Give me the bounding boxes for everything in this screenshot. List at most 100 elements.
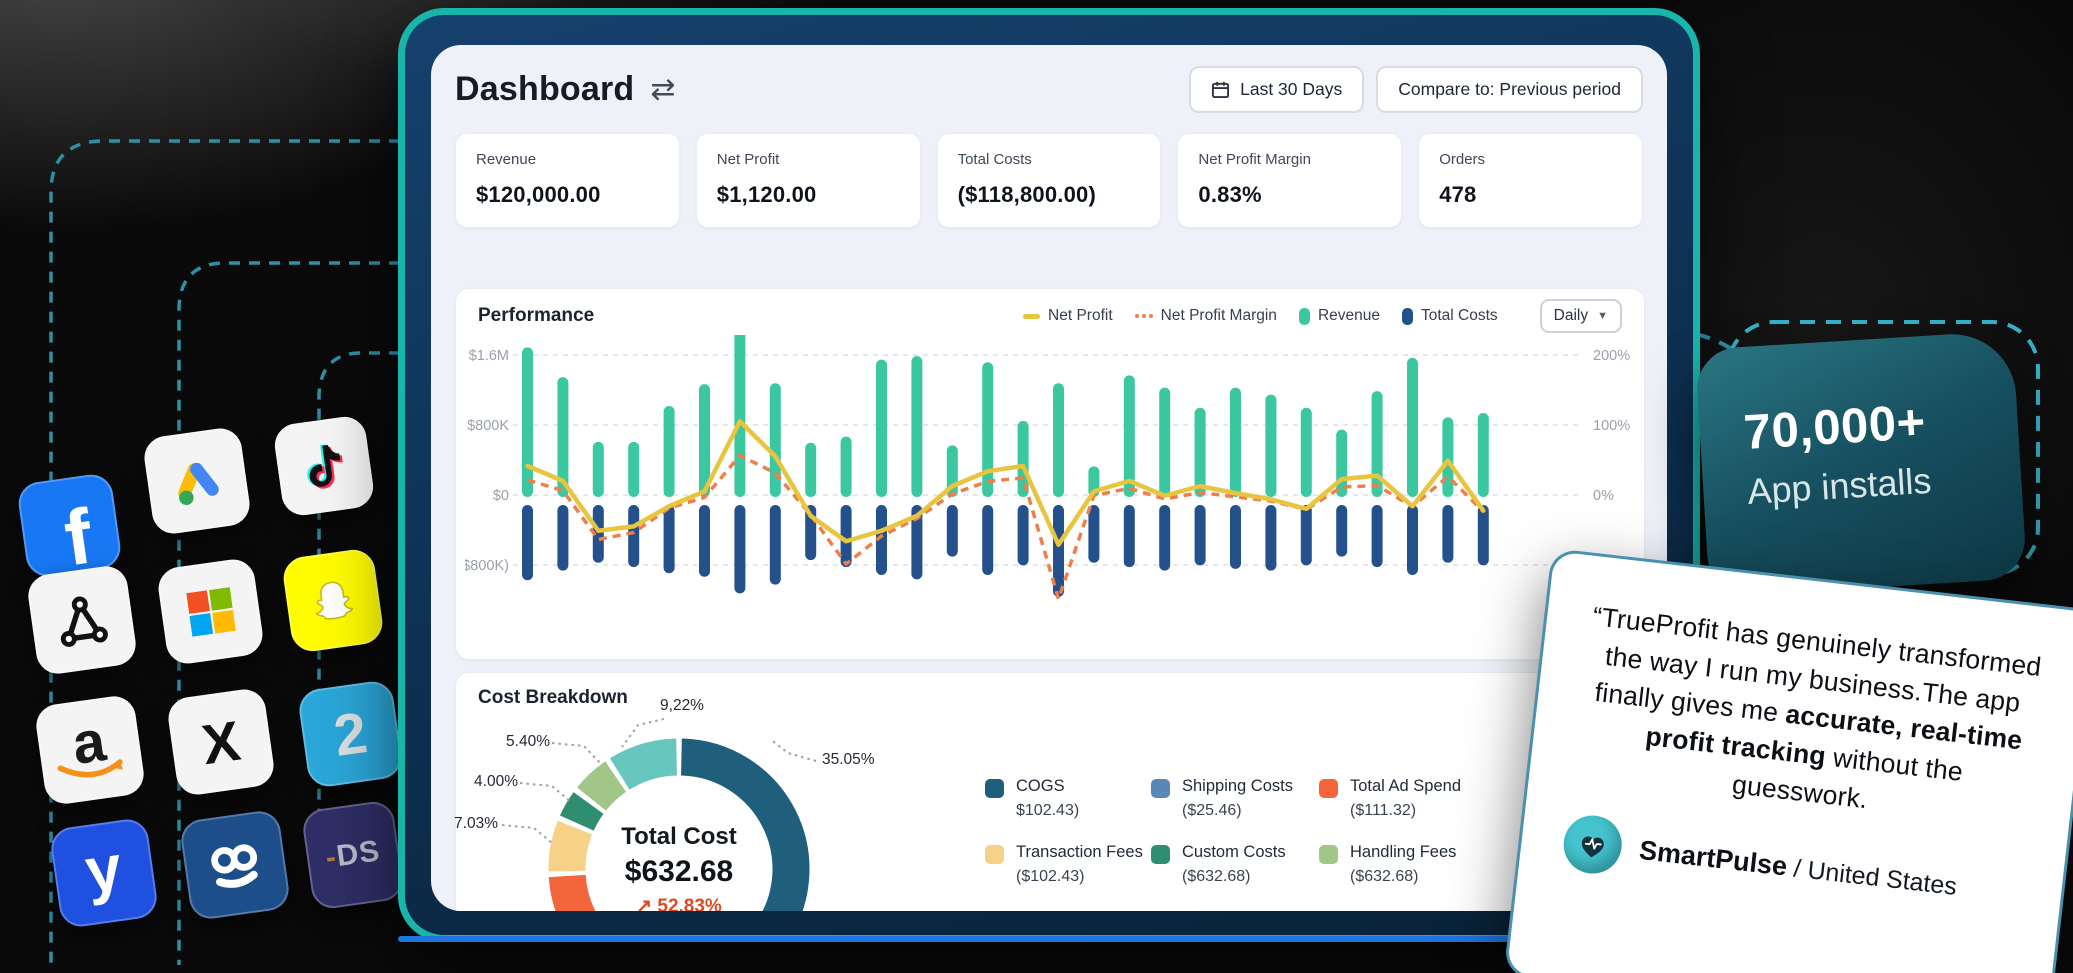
- custom-costs-swatch: [1151, 845, 1170, 864]
- total-costs-marker: [1401, 307, 1413, 325]
- kpi-card-orders: Orders 478: [1418, 133, 1643, 228]
- cost-legend-custom-costs: Custom Costs ($632.68): [1151, 843, 1286, 886]
- amazon-icon: a: [33, 693, 147, 807]
- date-range-button[interactable]: Last 30 Days: [1189, 65, 1365, 113]
- performance-panel: Performance Net Profit Net Profit Margin: [455, 288, 1645, 660]
- swap-icon[interactable]: ⇄: [650, 72, 676, 106]
- google-ads-glyph: [178, 462, 219, 506]
- cost-legend-shipping: Shipping Costs ($25.46): [1151, 777, 1293, 820]
- donut-center: Total Cost $632.68 ↗ 52.83%: [579, 823, 779, 911]
- x-twitter-icon: X: [165, 686, 277, 798]
- compare-label: Compare to: Previous period: [1398, 78, 1621, 99]
- amazon-smile-glyph: [57, 759, 124, 778]
- facebook-f-glyph: f: [59, 491, 98, 580]
- kpi-card-net-profit-margin: Net Profit Margin 0.83%: [1177, 133, 1403, 228]
- slice-label-400: 4.00%: [474, 773, 518, 790]
- y-app-icon: y: [48, 816, 160, 930]
- performance-legend: Net Profit Net Profit Margin Revenue: [1023, 299, 1622, 333]
- testimonial-card: “TrueProfit has genuinely transformed th…: [1503, 548, 2073, 973]
- snapchat-icon: [280, 547, 386, 654]
- kpi-row: Revenue $120,000.00 Net Profit $1,120.00…: [455, 133, 1643, 228]
- slice-label-540: 5.40%: [506, 733, 550, 750]
- dashboard-window: Dashboard ⇄ Last 30 Days Comp: [398, 8, 1700, 942]
- date-range-label: Last 30 Days: [1240, 78, 1343, 99]
- kpi-card-revenue: Revenue $120,000.00: [455, 133, 680, 228]
- total-cost-value: $632.68: [624, 855, 734, 888]
- chevron-down-icon: ▼: [1597, 310, 1608, 322]
- arrow-up-right-icon: ↗: [636, 896, 653, 911]
- svg-text:200%: 200%: [1593, 348, 1630, 364]
- svg-text:0%: 0%: [1593, 488, 1614, 504]
- compare-button[interactable]: Compare to: Previous period: [1376, 65, 1643, 113]
- author-location: / United States: [1785, 853, 1959, 901]
- total-cost-change: ↗ 52.83%: [579, 895, 779, 911]
- testimonial-quote: “TrueProfit has genuinely transformed th…: [1591, 601, 2043, 814]
- slice-label-922: 9,22%: [660, 697, 704, 714]
- cost-legend-cogs: COGS $102.43): [985, 777, 1079, 820]
- shipping-swatch: [1151, 779, 1170, 798]
- goggles-app-icon: [178, 808, 292, 922]
- interval-select[interactable]: Daily ▼: [1539, 299, 1622, 333]
- y-glyph: y: [80, 830, 127, 908]
- handling-fees-swatch: [1319, 845, 1338, 864]
- app-2-glyph: 2: [329, 699, 371, 769]
- calendar-icon: [1212, 81, 1230, 98]
- app-installs-badge: 70,000+ App installs: [1694, 330, 2028, 598]
- microsoft-icon: [155, 556, 266, 667]
- svg-text:$1.6M: $1.6M: [469, 348, 509, 364]
- slice-label-3505: 35.05%: [822, 751, 875, 768]
- x-glyph: X: [198, 708, 244, 776]
- testimonial-author-row: SmartPulse / United States: [1559, 812, 2025, 922]
- kpi-card-total-costs: Total Costs ($118,800.00): [936, 133, 1162, 228]
- kpi-value: 0.83%: [1198, 182, 1262, 207]
- cost-legend-ad-spend: Total Ad Spend ($111.32): [1319, 777, 1461, 820]
- legend-revenue[interactable]: Revenue: [1298, 307, 1380, 325]
- dsers-icon: -DS: [300, 799, 406, 911]
- transaction-fees-swatch: [985, 845, 1004, 864]
- svg-text:100%: 100%: [1593, 418, 1630, 434]
- kpi-label: Orders: [1439, 151, 1486, 168]
- kpi-value: $120,000.00: [476, 182, 601, 207]
- goggles-glyph: [211, 844, 258, 888]
- avatar: [1560, 812, 1625, 877]
- triangle-nodes-glyph: [60, 596, 108, 647]
- kpi-card-net-profit: Net Profit $1,120.00: [695, 133, 921, 228]
- performance-chart: $1.6M $800K $0 ($800K) 200% 100% 0%: [465, 335, 1630, 601]
- tiktok-icon: [272, 414, 376, 518]
- dsers-glyph: -DS: [323, 834, 383, 875]
- cost-breakdown-title: Cost Breakdown: [478, 687, 628, 708]
- installs-count: 70,000+: [1742, 395, 1928, 461]
- net-profit-marker: [1023, 313, 1041, 319]
- window-bottom-accent: [398, 936, 1700, 942]
- heart-pulse-icon: [1581, 836, 1604, 858]
- svg-text:$0: $0: [493, 488, 509, 504]
- legend-net-profit[interactable]: Net Profit: [1023, 307, 1113, 325]
- legend-total-costs[interactable]: Total Costs: [1401, 307, 1498, 325]
- dashboard-header: Dashboard ⇄ Last 30 Days Comp: [455, 57, 1643, 121]
- kpi-label: Net Profit: [716, 151, 780, 168]
- microsoft-glyph: [185, 586, 236, 637]
- svg-text:$800K: $800K: [467, 418, 509, 434]
- kpi-label: Total Costs: [957, 151, 1032, 168]
- google-ads-icon: [141, 425, 253, 537]
- kpi-label: Net Profit Margin: [1198, 151, 1311, 168]
- triangle-nodes-icon: [25, 563, 139, 677]
- legend-net-profit-margin[interactable]: Net Profit Margin: [1134, 307, 1277, 325]
- author-name: SmartPulse: [1637, 834, 1789, 882]
- facebook-icon: f: [15, 471, 124, 580]
- revenue-marker: [1298, 307, 1310, 325]
- snapchat-ghost-glyph: [315, 581, 354, 620]
- cogs-swatch: [985, 779, 1004, 798]
- kpi-value: 478: [1439, 182, 1477, 207]
- cost-breakdown-panel: Cost Breakdown 9,22% 5.40% 4.00% 7.03% 3…: [454, 672, 1645, 911]
- tiktok-glyph: [307, 444, 343, 489]
- cost-legend-handling-fees: Handling Fees ($632.68): [1319, 843, 1456, 886]
- cost-donut-chart: [501, 718, 817, 911]
- ad-spend-swatch: [1319, 779, 1338, 798]
- installs-label: App installs: [1746, 459, 1933, 512]
- slice-label-703: 7.03%: [454, 815, 498, 832]
- cost-legend-transaction-fees: Transaction Fees ($102.43): [985, 843, 1143, 886]
- kpi-label: Revenue: [476, 151, 537, 168]
- kpi-value: ($118,800.00): [957, 182, 1096, 207]
